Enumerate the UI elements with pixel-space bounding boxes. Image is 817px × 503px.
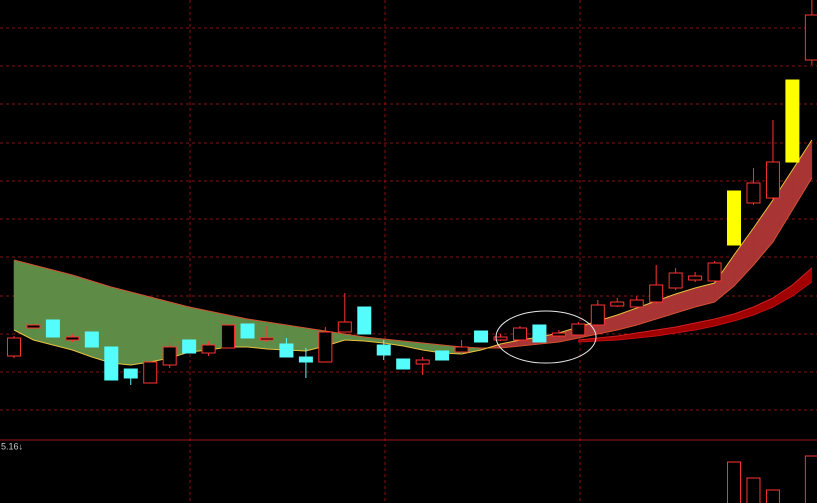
candles xyxy=(7,0,817,385)
ma-line xyxy=(578,267,813,341)
candle-body xyxy=(259,337,274,341)
candle-body xyxy=(221,324,236,349)
candle-body xyxy=(104,346,119,381)
candle-body xyxy=(123,368,138,379)
candle-body xyxy=(571,323,586,336)
candle-body xyxy=(610,301,625,307)
candle-body xyxy=(357,306,372,335)
candle-body xyxy=(84,331,99,348)
candle-body xyxy=(279,343,294,358)
candle-body xyxy=(629,299,644,308)
candle-body xyxy=(415,359,430,365)
candle-body xyxy=(337,321,352,333)
candle-body xyxy=(512,327,527,341)
candle-body xyxy=(668,272,683,289)
volume-pane xyxy=(727,455,817,503)
candle-body xyxy=(318,331,333,363)
candle-body xyxy=(493,336,508,341)
candle-body xyxy=(65,336,80,341)
candle-body xyxy=(590,304,605,326)
candle-body xyxy=(727,190,742,246)
candle-body xyxy=(765,161,780,199)
candle-body xyxy=(551,332,566,337)
ma-line xyxy=(13,177,813,349)
candle-body xyxy=(707,262,722,282)
highlight-ellipse xyxy=(495,310,597,364)
candle-body xyxy=(532,324,547,343)
ma-line xyxy=(578,281,813,343)
candle-body xyxy=(7,337,21,357)
band-fill xyxy=(130,291,151,366)
candle-body xyxy=(649,284,664,303)
candle-body xyxy=(396,358,411,370)
candle-body xyxy=(182,339,197,354)
candle-body xyxy=(240,323,255,339)
candle-body xyxy=(45,319,60,338)
candle-body xyxy=(804,14,817,61)
candle-body xyxy=(26,324,41,329)
candle-body xyxy=(435,350,450,361)
candle-body xyxy=(162,346,177,366)
volume-bar xyxy=(746,477,761,503)
volume-bar xyxy=(804,455,817,503)
candle-body xyxy=(688,275,703,281)
volume-label: 5.16↓ xyxy=(1,441,23,451)
candle-body xyxy=(201,344,216,354)
volume-bar xyxy=(765,489,780,503)
candle-body xyxy=(785,79,800,163)
candle-body xyxy=(298,356,313,363)
candle-body xyxy=(143,361,158,384)
candle-body xyxy=(376,344,391,356)
volume-bar xyxy=(727,461,742,503)
candle-body xyxy=(746,182,761,204)
candle-body xyxy=(474,330,489,343)
candle-body xyxy=(454,346,469,353)
